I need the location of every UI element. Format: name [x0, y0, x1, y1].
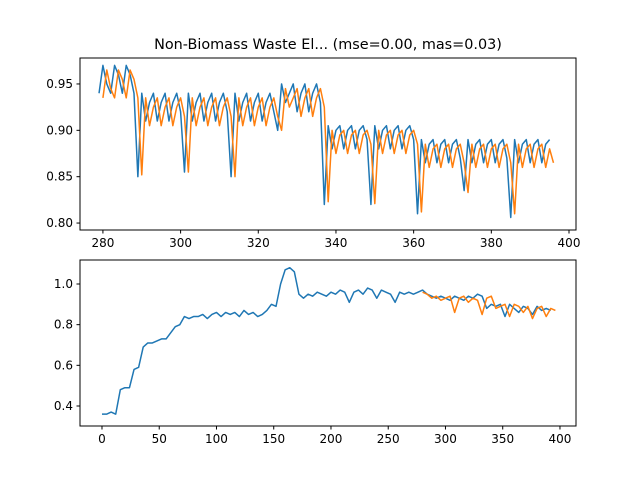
x-tick-label: 380	[480, 236, 503, 250]
y-tick-label: 0.90	[46, 123, 73, 137]
x-tick-label: 200	[320, 432, 343, 446]
data-line	[102, 69, 555, 215]
x-tick-label: 250	[377, 432, 400, 446]
y-tick-label: 0.4	[54, 399, 73, 413]
y-tick-label: 0.85	[46, 170, 73, 184]
axes-frame	[79, 57, 577, 231]
x-tick-label: 400	[558, 236, 581, 250]
data-line	[422, 291, 556, 320]
y-tick-label: 0.95	[46, 77, 73, 91]
x-tick-label: 0	[98, 432, 106, 446]
x-tick-label: 50	[152, 432, 167, 446]
data-line	[98, 64, 551, 219]
x-tick-label: 400	[549, 432, 572, 446]
data-line	[101, 266, 552, 415]
x-tick-label: 280	[91, 236, 114, 250]
x-tick-label: 100	[205, 432, 228, 446]
x-tick-label: 300	[434, 432, 457, 446]
x-tick-label: 320	[247, 236, 270, 250]
y-tick-label: 1.0	[54, 277, 73, 291]
chart-title: Non-Biomass Waste El... (mse=0.00, mas=0…	[154, 37, 502, 53]
y-tick-label: 0.6	[54, 358, 73, 372]
x-tick-label: 360	[402, 236, 425, 250]
y-tick-label: 0.8	[54, 318, 73, 332]
axes-frame	[79, 259, 577, 427]
x-tick-label: 150	[262, 432, 285, 446]
x-tick-label: 340	[325, 236, 348, 250]
y-tick-label: 0.80	[46, 216, 73, 230]
x-tick-label: 350	[491, 432, 514, 446]
x-tick-label: 300	[169, 236, 192, 250]
